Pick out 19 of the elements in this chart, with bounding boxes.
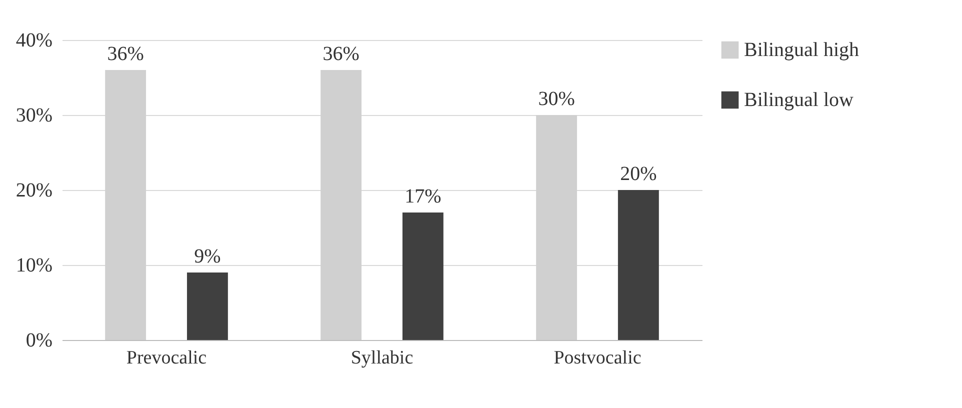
y-tick-label: 40% xyxy=(16,30,52,52)
y-tick-label: 20% xyxy=(16,180,52,202)
data-label: 9% xyxy=(194,246,221,268)
y-tick-label: 0% xyxy=(26,330,52,352)
bar xyxy=(186,272,228,340)
data-label: 36% xyxy=(322,43,360,65)
bar xyxy=(618,190,659,340)
data-label: 36% xyxy=(107,43,144,65)
bar xyxy=(402,212,444,340)
x-tick-label: Syllabic xyxy=(350,348,414,368)
data-label: 17% xyxy=(404,186,442,208)
y-tick-label: 30% xyxy=(16,104,52,126)
data-label: 20% xyxy=(620,163,657,185)
legend-label: Bilingual low xyxy=(744,89,854,111)
y-tick-label: 10% xyxy=(16,254,52,276)
x-tick-label: Prevocalic xyxy=(126,348,207,368)
legend-label: Bilingual high xyxy=(744,39,859,61)
data-label: 30% xyxy=(538,88,575,110)
x-tick-label: Postvocalic xyxy=(554,348,642,368)
